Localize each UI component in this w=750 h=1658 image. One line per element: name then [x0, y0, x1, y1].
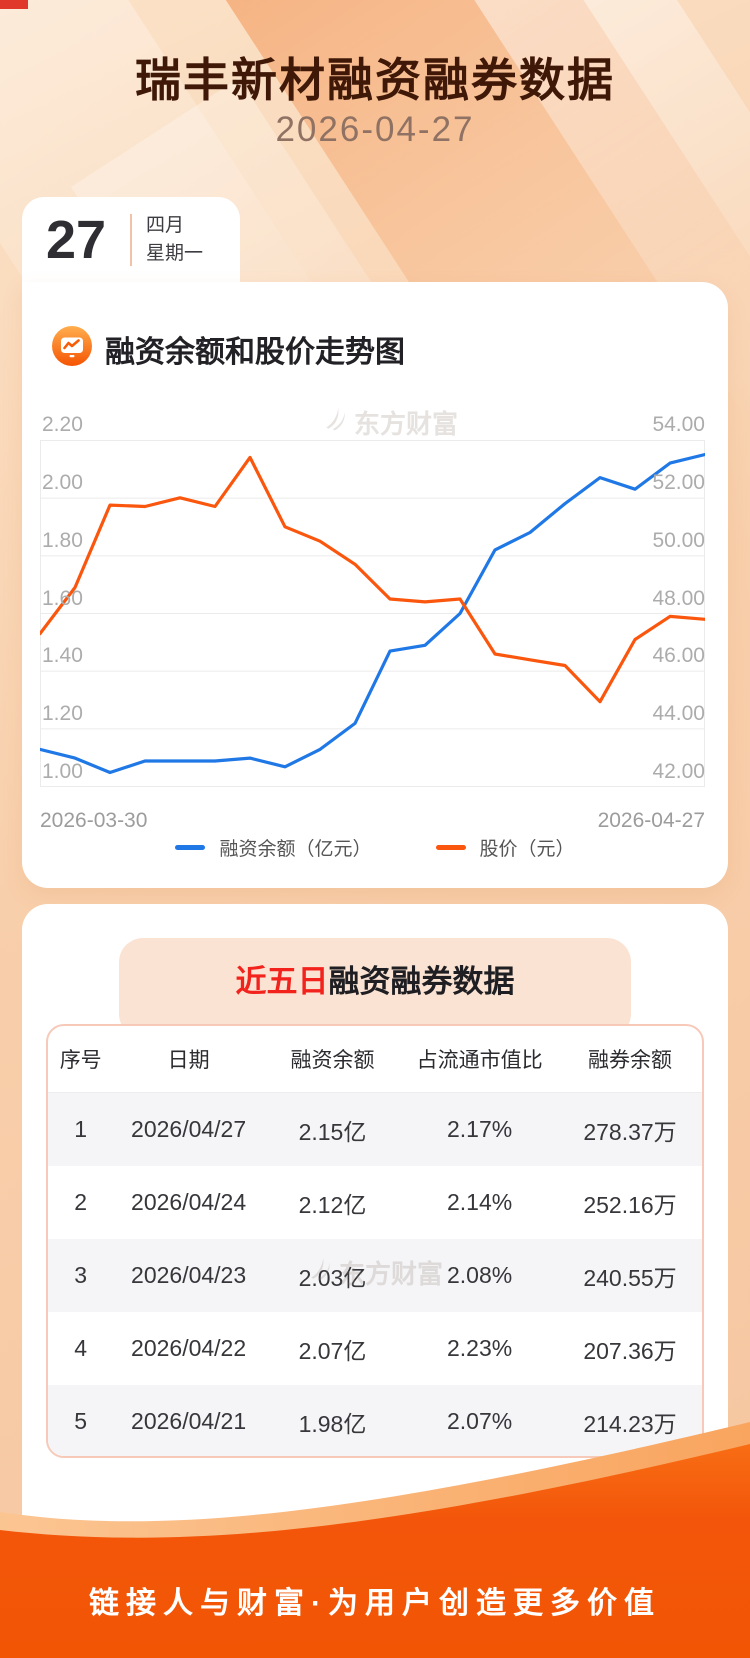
table-cell: 207.36万 — [583, 1337, 677, 1364]
calendar-weekday: 星期一 — [146, 243, 204, 264]
table-title: 近五日融资融券数据 — [119, 938, 631, 1038]
table-cell: 2026/04/24 — [131, 1189, 247, 1215]
axis-tick: 42.00 — [652, 760, 705, 783]
table-cell: 2.07% — [446, 1408, 513, 1434]
table-row: 1 2026/04/27 2.15亿 2.17% 278.37万 — [48, 1093, 702, 1166]
table-cell: 2026/04/21 — [131, 1408, 247, 1434]
table-cell: 4 — [74, 1335, 88, 1361]
eastmoney-logo-icon — [322, 406, 348, 439]
axis-tick: 1.20 — [42, 702, 83, 726]
x-axis-start-label: 2026-03-30 — [40, 809, 148, 832]
table-cell: 2026/04/22 — [131, 1335, 247, 1361]
x-axis-end-label: 2026-04-27 — [597, 809, 705, 832]
chart-plot-area: 2.20 2.00 1.80 1.60 1.40 1.20 1.00 54.00 52.00 5… — [38, 413, 707, 832]
axis-tick: 2.00 — [42, 470, 83, 494]
table-cell: 2026/04/23 — [131, 1262, 247, 1288]
axis-tick: 1.40 — [42, 644, 83, 668]
table-cell: 2.17% — [446, 1116, 513, 1142]
calendar-chip: 27 四月 星期一 — [22, 197, 240, 283]
chart-legend: 融资余额（亿元） 股价（元） — [22, 834, 728, 861]
table-header-row: 序号 日期 融资余额 占流通市值比 融券余额 — [48, 1026, 702, 1093]
axis-tick: 48.00 — [652, 586, 705, 610]
legend-label-financing: 融资余额（亿元） — [219, 839, 372, 860]
table-cell: 252.16万 — [583, 1191, 677, 1218]
eastmoney-watermark: 东方财富 — [322, 404, 458, 441]
axis-tick: 2.20 — [42, 413, 83, 436]
legend-swatch-price — [435, 845, 466, 850]
chart-card: 融资余额和股价走势图 东方财富 2.20 2.00 1.80 1.60 1.40 1.20… — [22, 282, 728, 888]
calendar-month: 四月 — [146, 215, 185, 236]
axis-tick: 44.00 — [652, 702, 705, 726]
table-row: 4 2026/04/22 2.07亿 2.23% 207.36万 — [48, 1312, 702, 1385]
table-cell: 2.03亿 — [298, 1264, 367, 1291]
column-header: 融资余额 — [290, 1049, 375, 1072]
table-cell: 2 — [74, 1189, 88, 1215]
trend-chart-icon — [52, 326, 92, 371]
table-cell: 2026/04/27 — [131, 1116, 247, 1142]
legend-label-price: 股价（元） — [479, 839, 575, 860]
table-cell: 5 — [74, 1408, 88, 1434]
table-cell: 3 — [74, 1262, 88, 1288]
axis-tick: 52.00 — [652, 470, 705, 494]
table-row: 3 2026/04/23 2.03亿 2.08% 240.55万 — [48, 1239, 702, 1312]
table-body: 1 2026/04/27 2.15亿 2.17% 278.37万 2 2026/04/24 2… — [48, 1093, 702, 1456]
column-header: 占流通市值比 — [416, 1049, 543, 1072]
table-cell: 278.37万 — [583, 1118, 677, 1145]
footer-slogan: 链接人与财富·为用户创造更多价值 — [89, 1587, 661, 1620]
chart-section-title: 融资余额和股价走势图 — [105, 335, 405, 369]
table-cell: 2.07亿 — [298, 1337, 367, 1364]
column-header: 日期 — [167, 1049, 210, 1072]
axis-tick: 50.00 — [652, 528, 705, 552]
table-row: 5 2026/04/21 1.98亿 2.07% 214.23万 — [48, 1385, 702, 1456]
footer-wave — [0, 1422, 750, 1658]
data-table: 序号 日期 融资余额 占流通市值比 融券余额 1 2026/04/27 2.15亿 2.17%… — [46, 1024, 704, 1458]
table-row: 2 2026/04/24 2.12亿 2.14% 252.16万 — [48, 1166, 702, 1239]
column-header: 融券余额 — [588, 1049, 673, 1072]
axis-tick: 1.60 — [42, 586, 83, 610]
axis-tick: 1.00 — [42, 760, 83, 783]
axis-tick: 54.00 — [652, 413, 705, 436]
table-title-highlight: 近五日 — [235, 964, 329, 999]
axis-tick: 1.80 — [42, 528, 83, 552]
table-cell: 2.15亿 — [298, 1118, 367, 1145]
table-cell: 2.08% — [446, 1262, 513, 1288]
calendar-divider — [130, 214, 132, 266]
page-date: 2026-04-27 — [275, 110, 475, 149]
table-cell: 2.23% — [446, 1335, 513, 1361]
column-header: 序号 — [59, 1049, 102, 1072]
line-chart — [38, 440, 707, 787]
table-cell: 240.55万 — [583, 1264, 677, 1291]
corner-accent — [0, 0, 28, 9]
legend-swatch-financing — [175, 845, 206, 850]
table-cell: 1.98亿 — [298, 1410, 367, 1437]
page-title: 瑞丰新材融资融券数据 — [135, 54, 615, 106]
table-cell: 214.23万 — [583, 1410, 677, 1437]
watermark-text: 东方财富 — [354, 409, 459, 439]
table-cell: 2.12亿 — [298, 1191, 367, 1218]
table-title-rest: 融资融券数据 — [328, 964, 515, 999]
axis-tick: 46.00 — [652, 644, 705, 668]
table-cell: 1 — [74, 1116, 88, 1142]
calendar-day: 27 — [45, 210, 107, 270]
table-cell: 2.14% — [446, 1189, 513, 1215]
